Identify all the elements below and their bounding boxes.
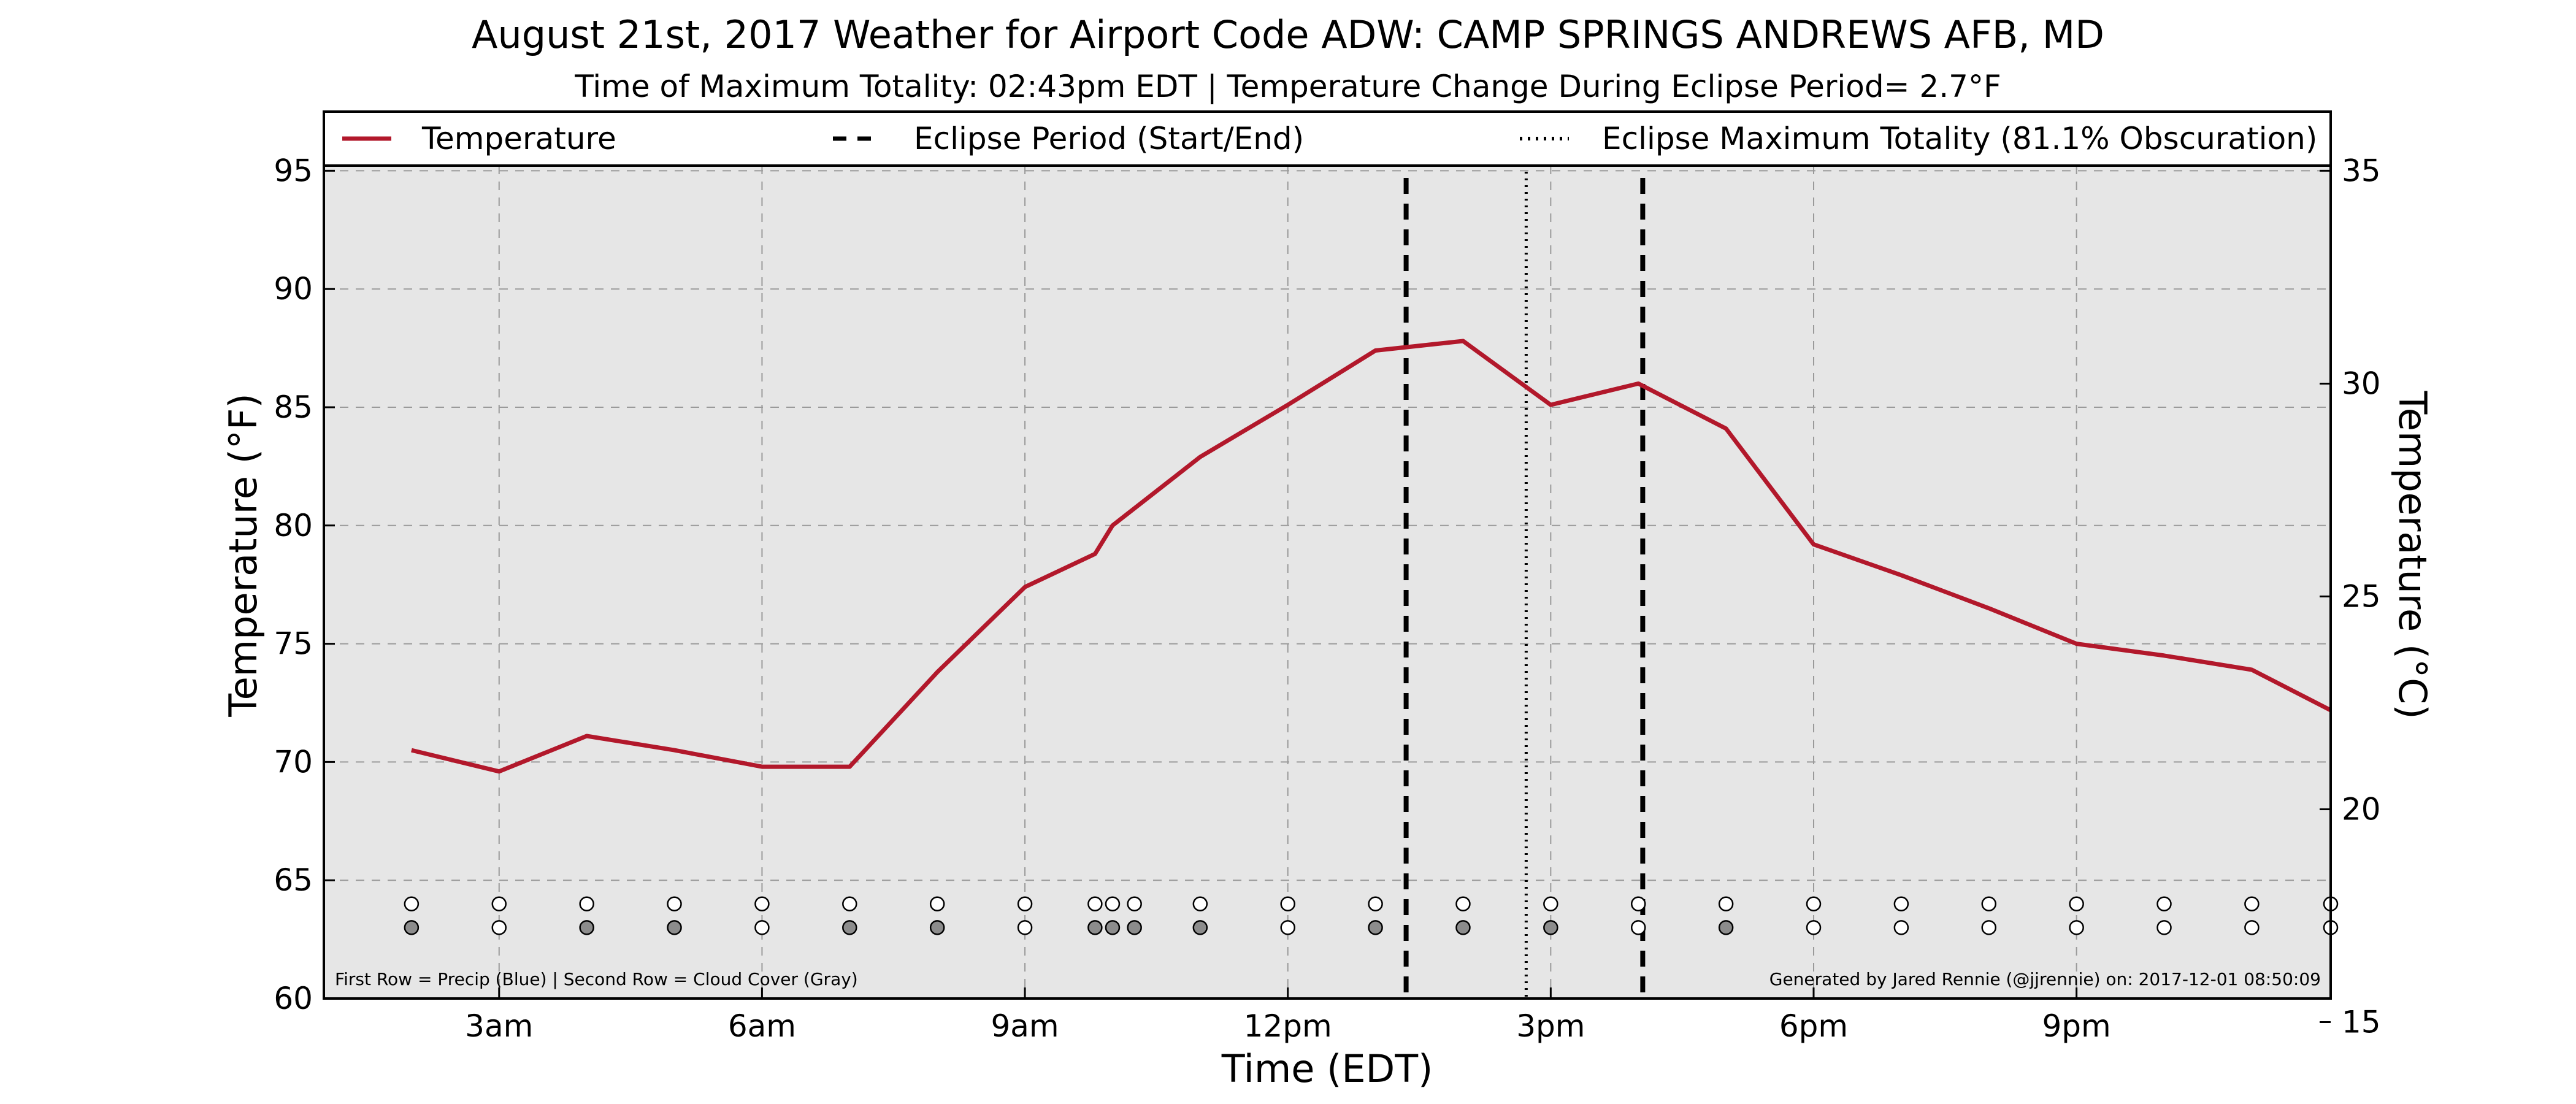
series-group (411, 339, 2332, 774)
series-line-temperature (411, 339, 2332, 774)
y-axis-label-right: Temperature (°C) (2390, 390, 2435, 719)
y-tick-label-right: 35 (2342, 153, 2381, 188)
axes: 3am 6am 9am 12pm 3pm 6pm 9pm 60 65 70 75 80 85 90 95 15… (274, 153, 2380, 1044)
cloud-cover-marker (2244, 920, 2260, 935)
cloud-cover-marker (667, 920, 682, 935)
footnote-left: First Row = Precip (Blue) | Second Row =… (335, 969, 858, 989)
x-tick-label: 6pm (1779, 1008, 1848, 1044)
precip-marker (1192, 896, 1208, 912)
y-tick-label-right: 20 (2342, 792, 2381, 827)
y-tick-label-right: 30 (2342, 366, 2381, 401)
cloud-cover-marker (1630, 920, 1646, 935)
precip-marker (1981, 896, 1997, 912)
plot-frame (323, 110, 2332, 1000)
precip-marker (1806, 896, 1822, 912)
y-tick-label-right: 25 (2342, 578, 2381, 614)
precip-marker (491, 896, 507, 912)
y-tick-label-left: 85 (274, 389, 313, 425)
precip-marker (1368, 896, 1383, 912)
y-tick-label-left: 75 (274, 626, 313, 662)
precip-marker (1455, 896, 1471, 912)
grid (324, 166, 2331, 999)
precip-marker (1017, 896, 1033, 912)
cloud-cover-marker (2156, 920, 2172, 935)
y-tick-label-left: 90 (274, 271, 313, 307)
precip-marker (404, 896, 420, 912)
x-tick-label: 9am (991, 1008, 1059, 1044)
precip-marker (2069, 896, 2084, 912)
precip-marker (1280, 896, 1295, 912)
y-tick-label-left: 80 (274, 508, 313, 543)
chart-subtitle: Time of Maximum Totality: 02:43pm EDT | … (574, 69, 2001, 104)
y-tick-label-right: 15 (2342, 1005, 2381, 1040)
x-tick-label: 9pm (2042, 1008, 2111, 1044)
cloud-cover-marker (1543, 920, 1558, 935)
x-axis-label: Time (EDT) (1221, 1046, 1433, 1091)
precip-marker (1893, 896, 1909, 912)
cloud-cover-marker (1718, 920, 1734, 935)
cloud-cover-marker (842, 920, 857, 935)
cloud-cover-marker (1893, 920, 1909, 935)
y-tick-label-left: 70 (274, 744, 313, 780)
cloud-cover-marker (579, 920, 594, 935)
precip-marker (1543, 896, 1558, 912)
precip-marker (2244, 896, 2260, 912)
cloud-cover-marker (491, 920, 507, 935)
cloud-cover-marker (1087, 920, 1103, 935)
marker-rows (404, 896, 2339, 935)
cloud-cover-marker (1368, 920, 1383, 935)
precip-marker (842, 896, 857, 912)
precip-marker (1105, 896, 1121, 912)
cloud-cover-marker (2069, 920, 2084, 935)
footnote-right: Generated by Jared Rennie (@jjrennie) on… (1769, 969, 2321, 989)
legend-label-eclipse-period: Eclipse Period (Start/End) (914, 121, 1304, 156)
cloud-cover-marker (1455, 920, 1471, 935)
precip-marker (579, 896, 594, 912)
x-tick-label: 6am (728, 1008, 796, 1044)
y-tick-label-left: 60 (274, 981, 313, 1016)
y-tick-label-left: 65 (274, 862, 313, 898)
x-tick-label: 3pm (1516, 1008, 1585, 1044)
precip-marker (929, 896, 945, 912)
legend: Temperature Eclipse Period (Start/End) E… (323, 110, 2332, 167)
chart-title: August 21st, 2017 Weather for Airport Co… (472, 12, 2104, 57)
y-axis-label-left: Temperature (°F) (221, 393, 266, 717)
cloud-cover-marker (1017, 920, 1033, 935)
x-tick-label: 3am (465, 1008, 533, 1044)
cloud-cover-marker (1981, 920, 1997, 935)
y-tick-label-left: 95 (274, 153, 313, 188)
cloud-cover-marker (754, 920, 770, 935)
cloud-cover-marker (929, 920, 945, 935)
precip-marker (2156, 896, 2172, 912)
cloud-cover-marker (404, 920, 420, 935)
plot-area (324, 112, 2331, 999)
x-tick-label: 12pm (1244, 1008, 1332, 1044)
precip-marker (1127, 896, 1142, 912)
precip-marker (1718, 896, 1734, 912)
cloud-cover-marker (1280, 920, 1295, 935)
cloud-cover-marker (1127, 920, 1142, 935)
precip-marker (1630, 896, 1646, 912)
eclipse-lines (1403, 172, 1646, 999)
legend-label-temperature: Temperature (421, 121, 616, 156)
legend-label-eclipse-max: Eclipse Maximum Totality (81.1% Obscurat… (1602, 121, 2317, 156)
precip-marker (1087, 896, 1103, 912)
cloud-cover-marker (1806, 920, 1822, 935)
precip-marker (754, 896, 770, 912)
cloud-cover-marker (1105, 920, 1121, 935)
cloud-cover-marker (1192, 920, 1208, 935)
precip-marker (667, 896, 682, 912)
